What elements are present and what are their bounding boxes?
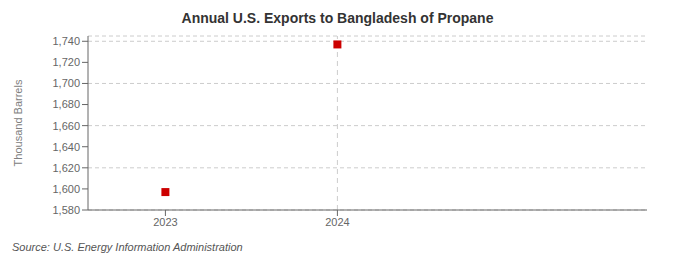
svg-text:1,680: 1,680 — [52, 98, 80, 110]
svg-text:1,660: 1,660 — [52, 120, 80, 132]
svg-text:1,580: 1,580 — [52, 204, 80, 216]
svg-text:1,720: 1,720 — [52, 56, 80, 68]
svg-text:Thousand Barrels: Thousand Barrels — [12, 79, 24, 166]
svg-text:1,620: 1,620 — [52, 162, 80, 174]
svg-text:1,700: 1,700 — [52, 77, 80, 89]
html-text:Source: U.S. Energy Informatio: Source: U.S. Energy Information Administ… — [12, 241, 243, 253]
svg-text:1,640: 1,640 — [52, 141, 80, 153]
svg-text:2024: 2024 — [325, 216, 349, 228]
svg-text:1,600: 1,600 — [52, 183, 80, 195]
html-text:Annual U.S. Exports to Banglad: Annual U.S. Exports to Bangladesh of Pro… — [181, 10, 494, 26]
svg-text:1,740: 1,740 — [52, 35, 80, 47]
svg-text:2023: 2023 — [153, 216, 177, 228]
